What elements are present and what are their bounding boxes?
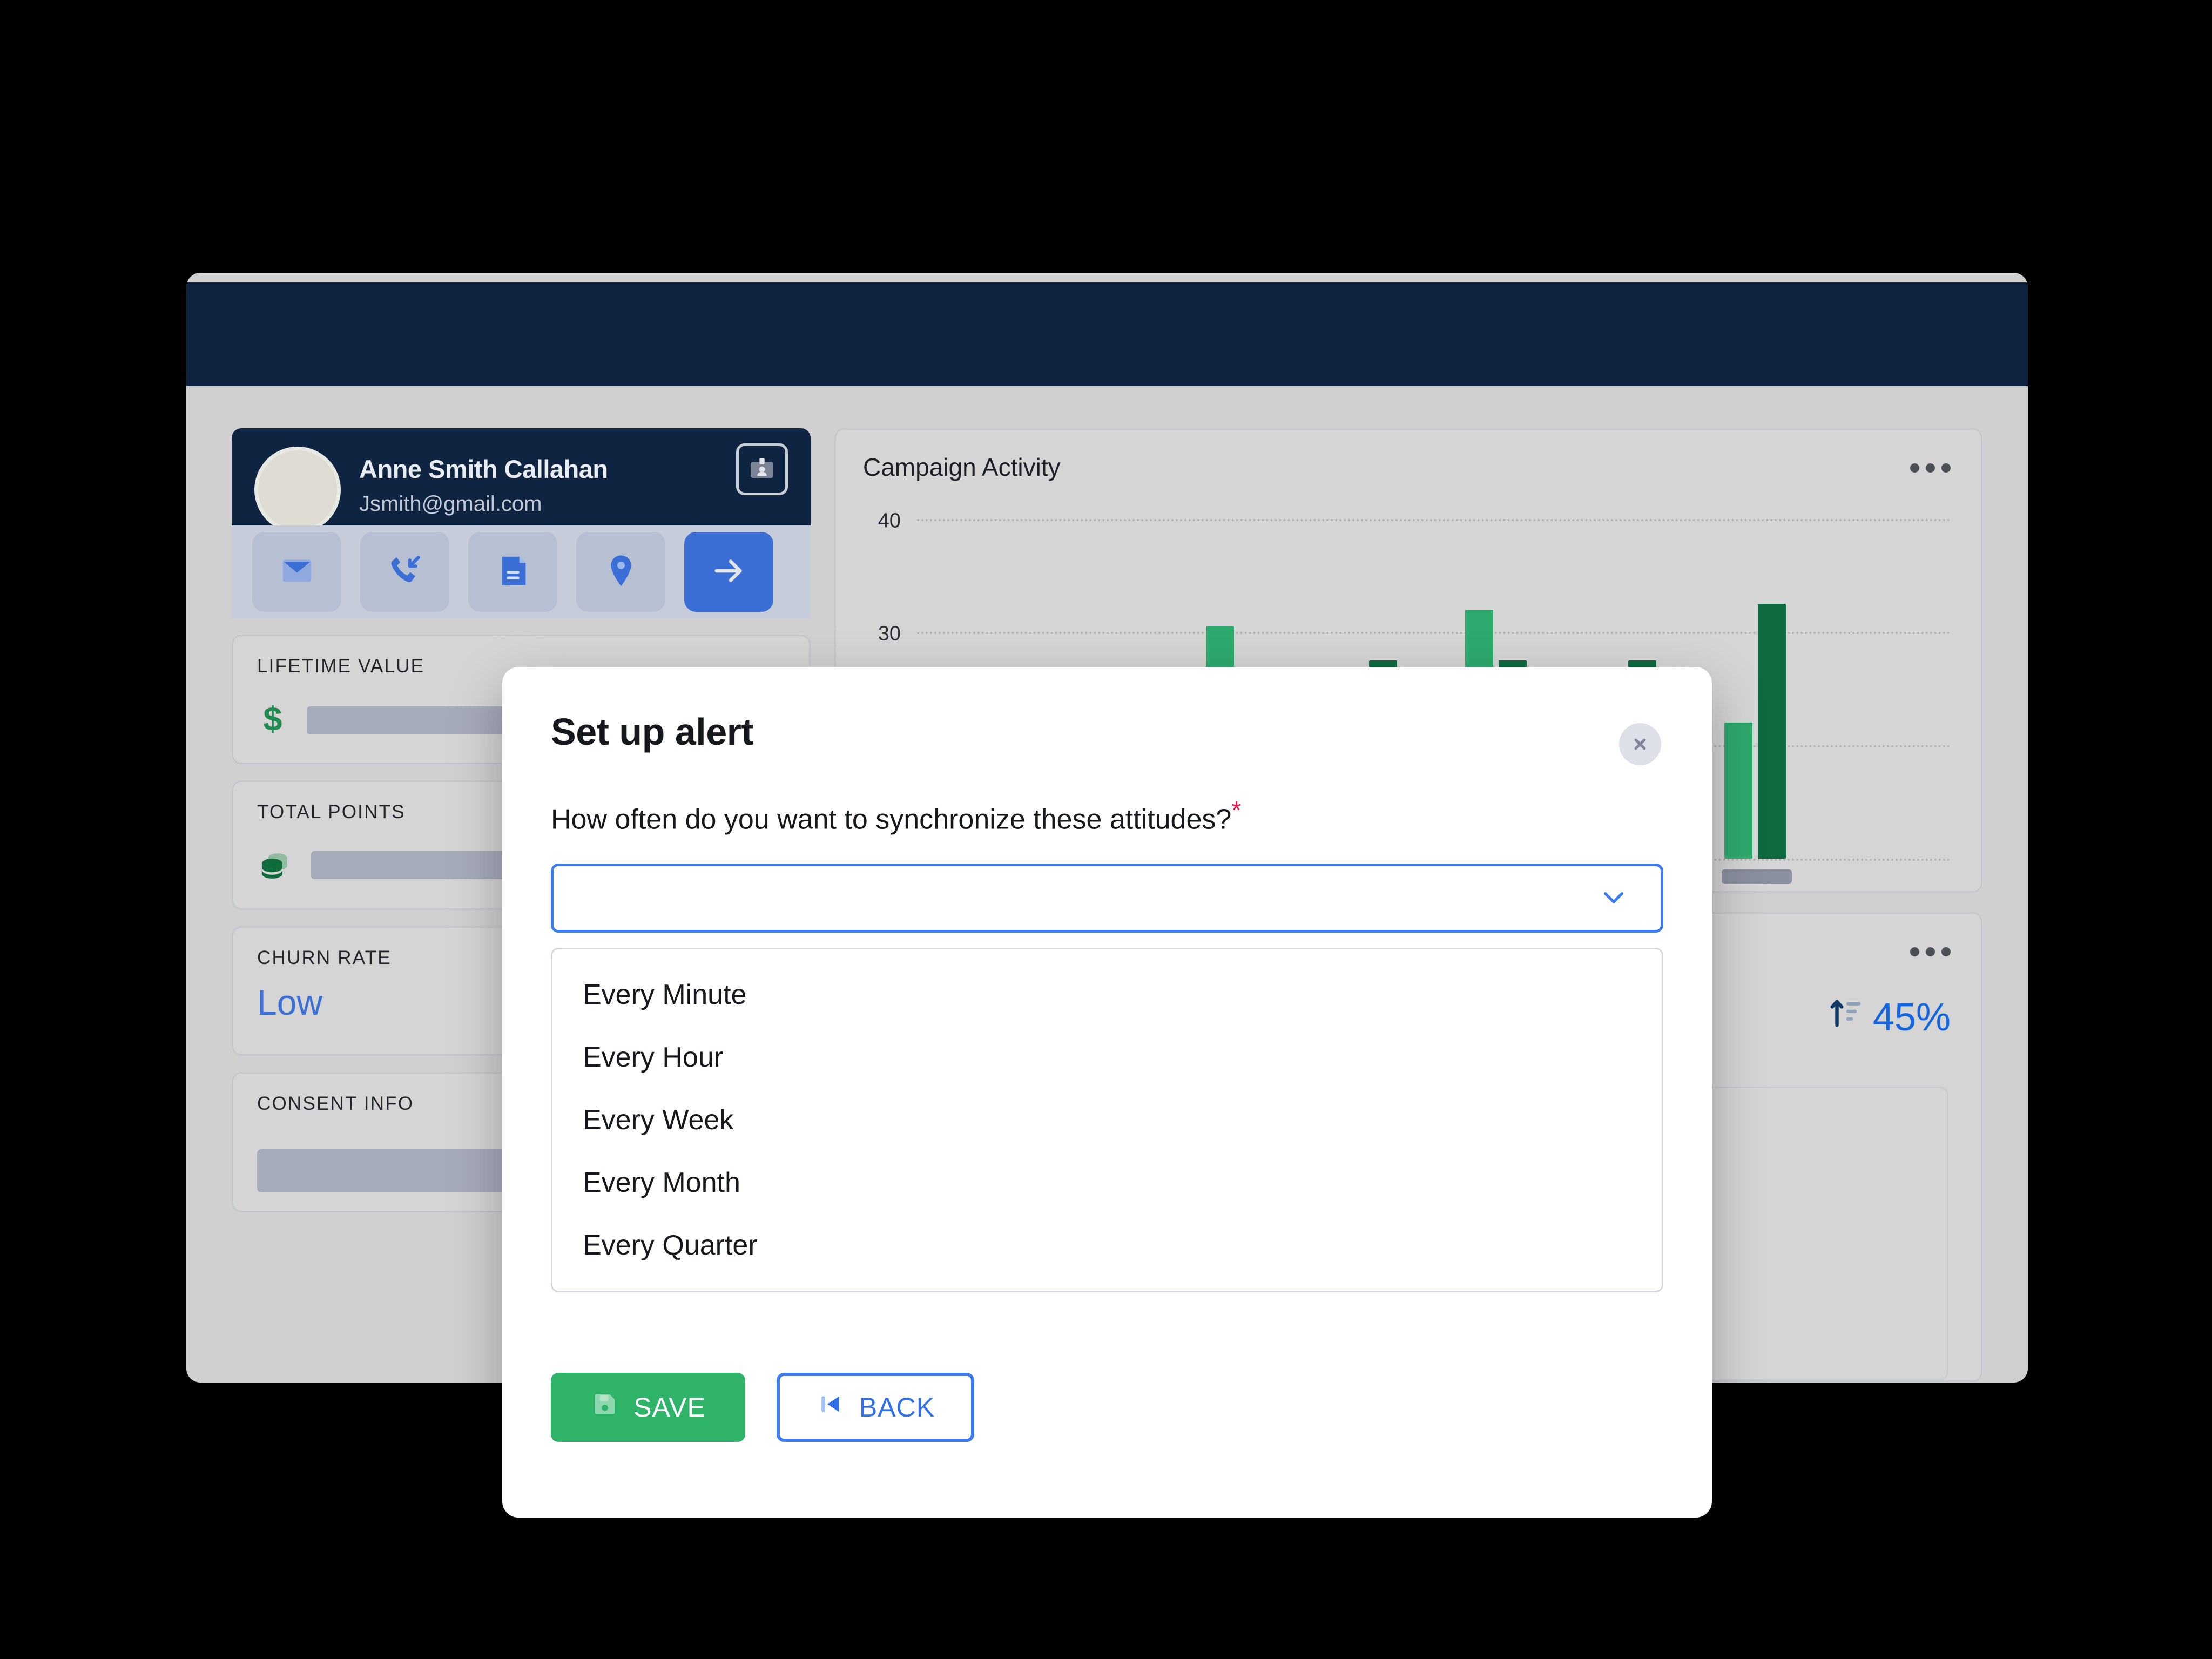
modal-footer: SAVE BACK <box>551 1373 974 1442</box>
id-badge-icon[interactable] <box>736 443 788 495</box>
chart-bar <box>1758 604 1786 859</box>
y-axis-tick: 40 <box>878 509 901 532</box>
contact-actions-row <box>232 525 811 618</box>
next-action-button[interactable] <box>684 532 773 612</box>
modal-question: How often do you want to synchronize the… <box>551 795 1663 835</box>
location-action-button[interactable] <box>576 532 665 612</box>
profile-email: Jsmith@gmail.com <box>359 492 542 516</box>
email-action-button[interactable] <box>252 532 341 612</box>
option-every-quarter[interactable]: Every Quarter <box>583 1230 758 1262</box>
top-navigation-bar <box>186 282 2028 386</box>
option-every-hour[interactable]: Every Hour <box>583 1042 724 1074</box>
map-pin-icon <box>602 552 640 592</box>
status-badge: 45% <box>1827 994 1951 1041</box>
save-button[interactable]: SAVE <box>551 1373 745 1442</box>
svg-text:$: $ <box>264 700 282 738</box>
question-text: How often do you want to synchronize the… <box>551 804 1232 835</box>
close-icon[interactable] <box>1619 723 1661 765</box>
phone-incoming-icon <box>386 552 424 592</box>
frequency-select[interactable] <box>551 864 1663 933</box>
churn-rate-value: Low <box>257 982 323 1022</box>
panel-title: Campaign Activity <box>863 453 1061 481</box>
trend-up-icon <box>1827 994 1865 1041</box>
metric-label: LIFETIME VALUE <box>257 656 425 677</box>
back-button[interactable]: BACK <box>777 1373 974 1442</box>
profile-name: Anne Smith Callahan <box>359 455 608 483</box>
coins-icon <box>257 846 293 884</box>
save-button-label: SAVE <box>633 1392 706 1422</box>
avatar <box>254 447 341 533</box>
chart-bar-foot <box>1722 869 1792 884</box>
note-action-button[interactable] <box>468 532 557 612</box>
y-axis-tick: 30 <box>878 622 901 645</box>
chevron-down-icon <box>1597 880 1630 916</box>
back-button-label: BACK <box>859 1392 935 1422</box>
modal-title: Set up alert <box>551 711 754 753</box>
save-disk-icon <box>590 1390 619 1425</box>
metric-label: CHURN RATE <box>257 947 392 968</box>
chart-bar <box>1724 723 1752 859</box>
note-icon <box>494 552 532 592</box>
frequency-options-list: Every Minute Every Hour Every Week Every… <box>551 948 1663 1293</box>
email-icon <box>278 552 316 592</box>
set-up-alert-modal: Set up alert How often do you want to sy… <box>502 667 1712 1518</box>
kebab-menu-icon[interactable] <box>1910 947 1951 956</box>
option-every-week[interactable]: Every Week <box>583 1104 734 1136</box>
metric-label: CONSENT INFO <box>257 1093 414 1114</box>
profile-card: Anne Smith Callahan Jsmith@gmail.com <box>232 428 811 533</box>
metric-label: TOTAL POINTS <box>257 801 406 822</box>
arrow-right-icon <box>710 552 748 592</box>
option-every-month[interactable]: Every Month <box>583 1167 740 1199</box>
required-marker: * <box>1231 796 1242 824</box>
skip-back-icon <box>816 1390 845 1425</box>
call-action-button[interactable] <box>360 532 449 612</box>
option-every-minute[interactable]: Every Minute <box>583 979 747 1011</box>
dollar-icon: $ <box>257 700 288 740</box>
delta-value: 45% <box>1872 995 1951 1039</box>
kebab-menu-icon[interactable] <box>1910 463 1951 473</box>
